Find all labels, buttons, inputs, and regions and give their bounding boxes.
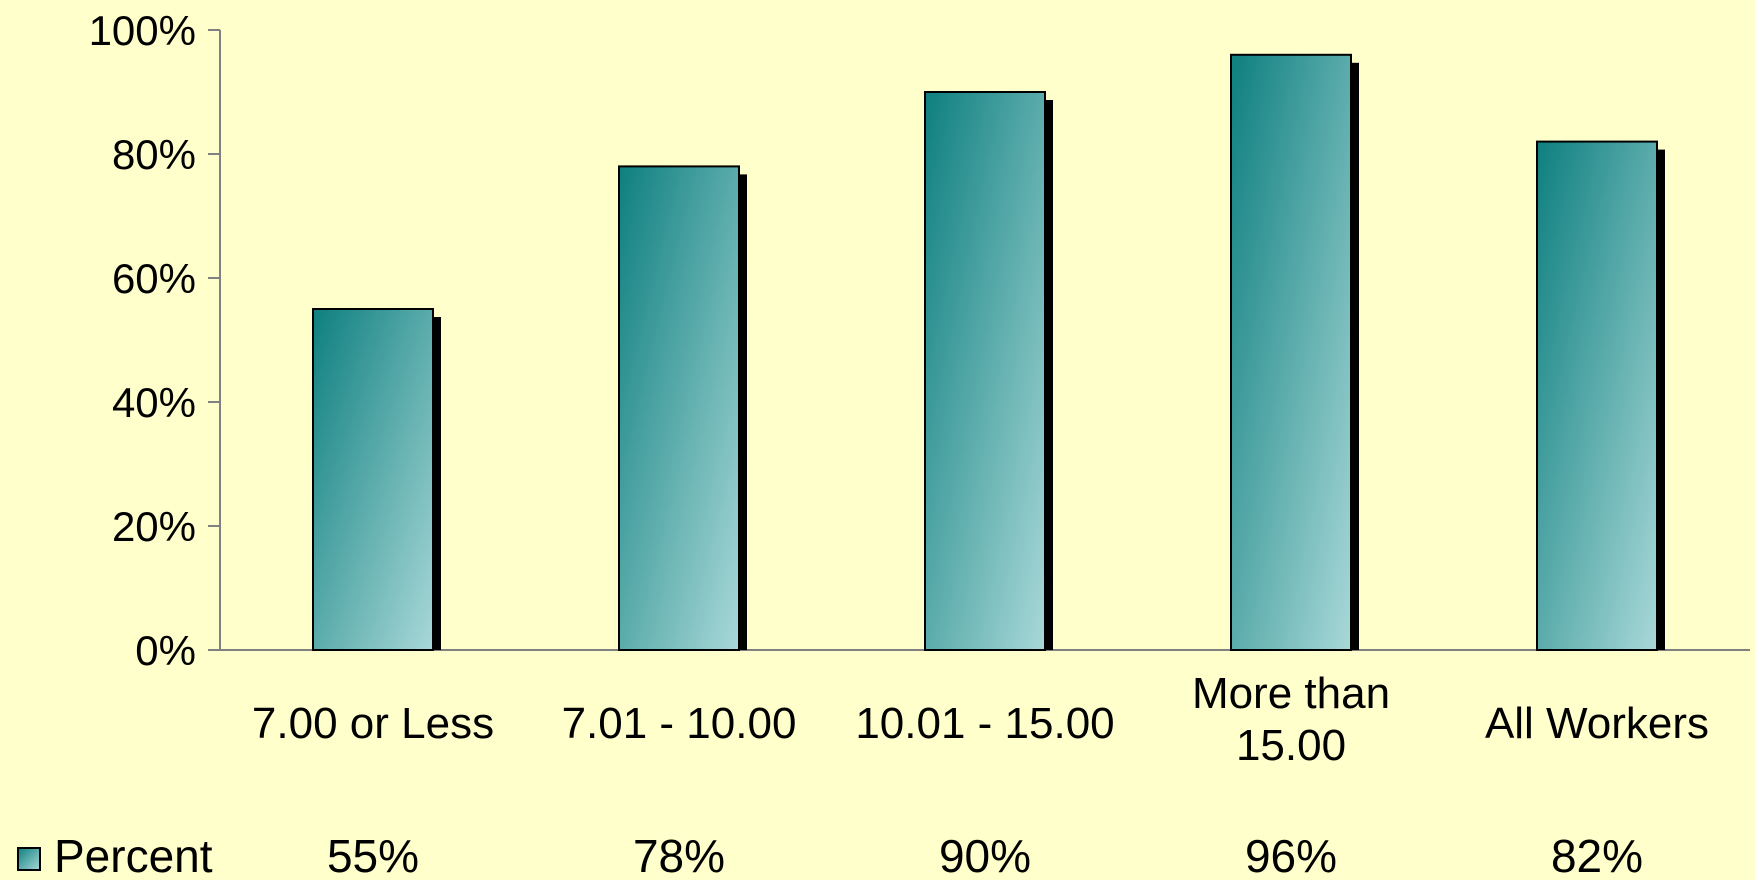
y-tick-label: 60%: [112, 255, 196, 302]
x-category-label: 7.01 - 10.00: [562, 699, 797, 748]
data-table-value: 96%: [1245, 830, 1337, 880]
data-table-value: 82%: [1551, 830, 1643, 880]
data-table-value: 90%: [939, 830, 1031, 880]
y-tick-label: 0%: [135, 627, 196, 674]
x-category-label: 10.01 - 15.00: [855, 699, 1114, 748]
legend-swatch: [17, 847, 41, 871]
x-category-label: 7.00 or Less: [252, 699, 494, 748]
x-category-label: All Workers: [1485, 699, 1709, 748]
legend-label: Percent: [54, 830, 213, 880]
bar: [312, 308, 434, 651]
bar: [1536, 140, 1658, 651]
data-table-value: 78%: [633, 830, 725, 880]
y-tick-label: 20%: [112, 503, 196, 550]
data-table-value: 55%: [327, 830, 419, 880]
y-tick-label: 100%: [89, 7, 196, 54]
x-category-label: 15.00: [1236, 721, 1346, 770]
bar: [1230, 53, 1352, 652]
plot-area: 0% 20% 40% 60% 80% 100% 7.00 or Less 55% 7.01 - …: [17, 7, 1750, 880]
bar: [924, 91, 1046, 651]
y-tick-label: 40%: [112, 379, 196, 426]
bar: [618, 165, 740, 651]
y-tick-label: 80%: [112, 131, 196, 178]
x-category-label: More than: [1192, 669, 1390, 718]
